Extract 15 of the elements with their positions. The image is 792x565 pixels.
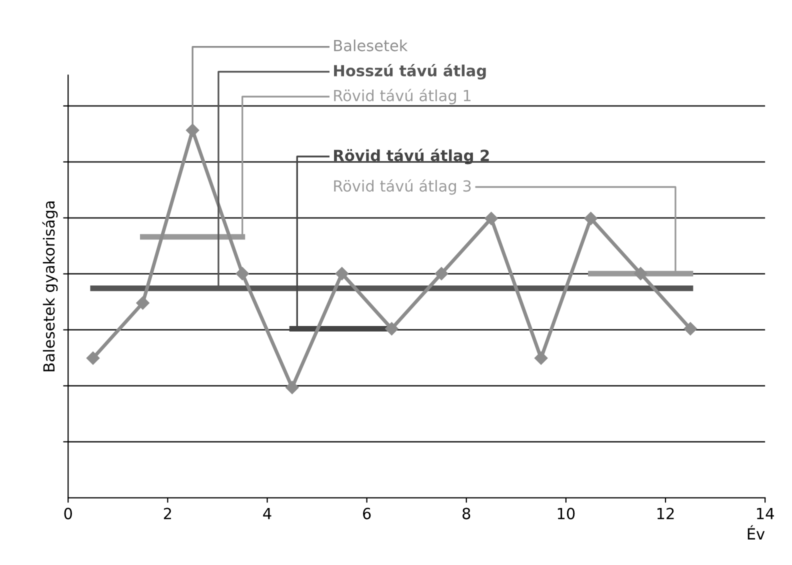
y-axis-title: Balesetek gyakorisága bbox=[42, 202, 58, 372]
x-tick-label: 12 bbox=[657, 508, 674, 520]
x-axis-title: Év bbox=[748, 525, 765, 540]
text: Rövid távú átlag 3 bbox=[334, 179, 471, 195]
x-tick-label: 6 bbox=[363, 508, 371, 520]
text: Rövid távú átlag 1 bbox=[334, 88, 471, 104]
x-tick-label: 8 bbox=[462, 508, 470, 520]
x-tick-label: 0 bbox=[64, 508, 72, 520]
x-tick-label: 2 bbox=[164, 508, 172, 520]
x-tick-label: 4 bbox=[263, 508, 272, 520]
x-tick-label: 14 bbox=[757, 508, 774, 520]
text: Rövid távú átlag 2 bbox=[334, 148, 489, 164]
text: Balesetek bbox=[334, 40, 408, 52]
text: Hosszú távú átlag bbox=[334, 64, 486, 80]
x-tick-label: 10 bbox=[558, 508, 575, 520]
